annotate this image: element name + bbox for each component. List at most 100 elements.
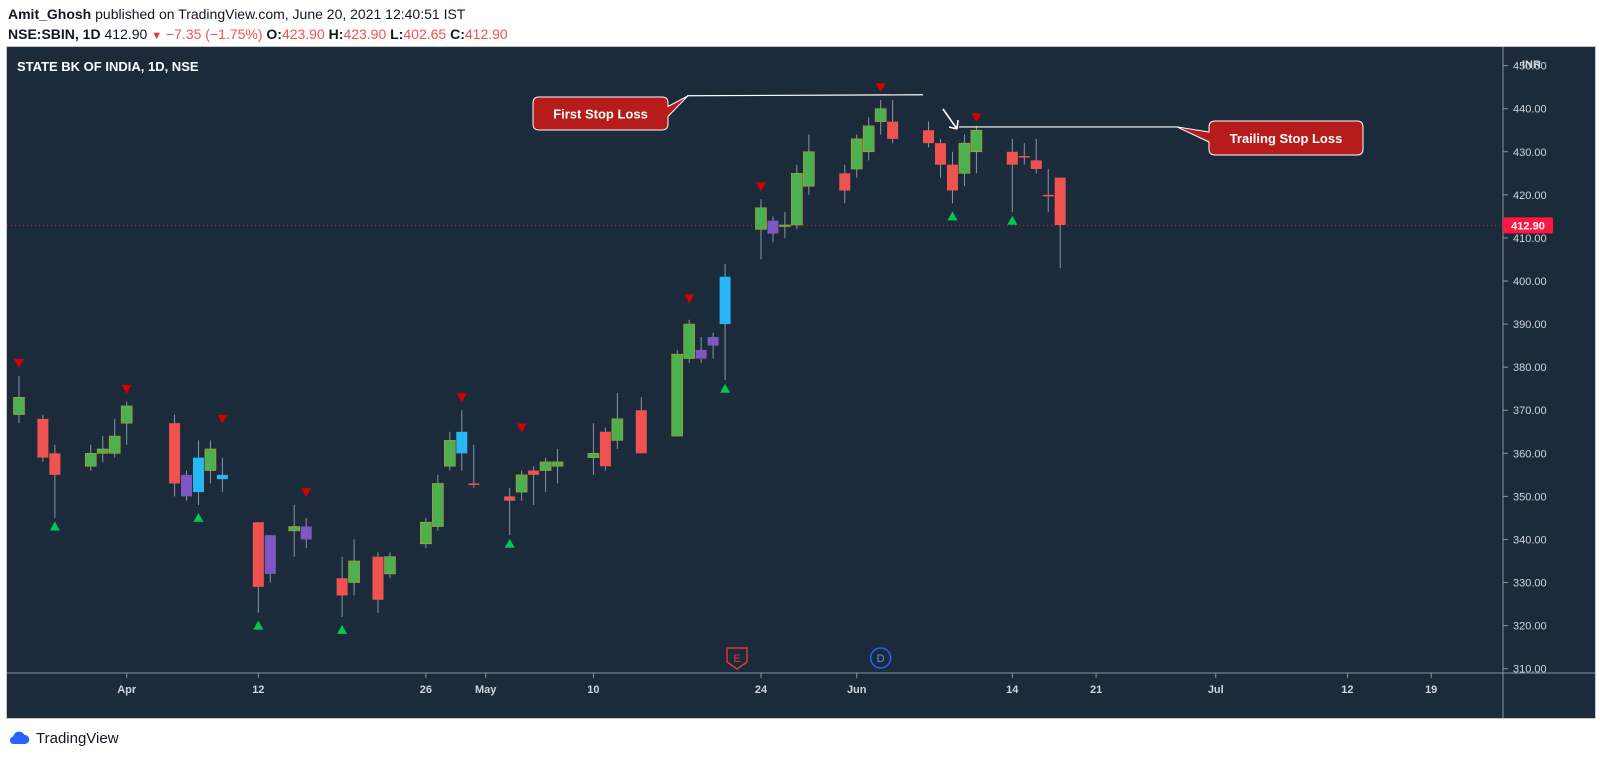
sell-signal-triangle [971, 113, 982, 123]
tradingview-brand[interactable]: TradingView [36, 730, 119, 747]
x-tick-label: May [475, 684, 497, 696]
y-tick-label: 350.00 [1513, 491, 1547, 503]
candle-body [946, 164, 958, 191]
y-tick-label: 390.00 [1513, 319, 1547, 331]
x-tick-label: 26 [420, 684, 432, 696]
candle-body [850, 138, 863, 170]
candle-body [970, 129, 983, 153]
candle-body [803, 151, 815, 187]
last-price-label: 412.90 [1511, 220, 1545, 232]
buy-signal-triangle [504, 538, 515, 548]
first-stop-loss-line [686, 94, 924, 97]
chart-title: STATE BK OF INDIA, 1D, NSE [17, 59, 199, 74]
annotation-layer: First Stop Loss Trailing Stop Loss [532, 94, 1364, 156]
candle-body [108, 435, 121, 454]
open-value: 423.90 [281, 26, 325, 42]
x-tick-label: 12 [1341, 684, 1353, 696]
trailing-stop-loss-label: Trailing Stop Loss [1230, 131, 1343, 146]
candle-body [528, 470, 540, 475]
candle-body [1018, 156, 1030, 158]
price-change: −7.35 (−1.75%) [165, 26, 263, 42]
sell-signal-triangle [516, 423, 527, 433]
candle-body [611, 418, 624, 441]
dividend-event-icon[interactable]: D [869, 647, 892, 669]
candle-body [874, 108, 887, 122]
candle-body [456, 431, 468, 454]
candle-body [539, 461, 552, 471]
x-tick-label: Jul [1208, 684, 1224, 696]
footer: TradingView [0, 720, 1600, 758]
buy-signal-triangle [1007, 215, 1018, 225]
candle-body [587, 453, 600, 458]
x-tick-label: 19 [1425, 684, 1437, 696]
candle-body [1054, 177, 1066, 225]
y-tick-label: 410.00 [1513, 233, 1547, 245]
candle-body [181, 474, 193, 497]
sell-signal-triangle [217, 414, 228, 424]
axis-layer: STATE BK OF INDIA, 1D, NSE INR 310.00 320… [7, 47, 1595, 718]
x-tick-label: Apr [117, 684, 137, 696]
published-text: published on TradingView.com, June 20, 2… [95, 6, 466, 22]
candle-body [1006, 151, 1018, 165]
sell-signal-triangle [13, 358, 24, 368]
close-label: C: [450, 26, 465, 42]
y-tick-label: 360.00 [1513, 448, 1547, 460]
y-tick-label: 310.00 [1513, 664, 1547, 676]
y-tick-label: 340.00 [1513, 534, 1547, 546]
last-price-tag: 412.90 [1503, 217, 1553, 234]
candle-body [839, 173, 851, 191]
candle-body [169, 423, 181, 484]
low-value: 402.65 [403, 26, 447, 42]
buy-signal-triangle [947, 211, 958, 221]
first-stop-loss-bubble [532, 95, 689, 131]
candle-body [468, 483, 480, 485]
candle-body [515, 474, 528, 493]
candle-body [671, 353, 684, 437]
first-stop-loss-callout[interactable]: First Stop Loss [532, 94, 924, 131]
y-tick-label: 320.00 [1513, 621, 1547, 633]
candle-body [635, 410, 647, 454]
low-label: L: [390, 26, 404, 42]
y-tick-label: 440.00 [1513, 104, 1547, 116]
earnings-event-icon[interactable]: E [726, 647, 748, 670]
x-tick-label: 21 [1090, 684, 1102, 696]
candle-body [791, 173, 803, 226]
candle-body [707, 337, 719, 346]
candle-body [120, 405, 133, 424]
candle-body [96, 448, 109, 454]
chart-header: Amit_Ghosh published on TradingView.com,… [0, 0, 1600, 44]
candle-body [683, 323, 695, 359]
trailing-stop-loss-callout[interactable]: Trailing Stop Loss [959, 120, 1364, 156]
high-value: 423.90 [343, 26, 387, 42]
ohlc-line: NSE:SBIN, 1D 412.90 ▼ −7.35 (−1.75%) O:4… [8, 26, 508, 42]
candle-body [767, 220, 779, 234]
symbol-label: NSE:SBIN, 1D [8, 26, 101, 42]
candle-body [923, 130, 935, 144]
candle-body [935, 143, 947, 165]
buy-signal-triangle [337, 624, 348, 634]
earnings-shield [726, 647, 748, 670]
open-label: O: [266, 26, 282, 42]
currency-label: INR [1522, 59, 1541, 71]
dividend-circle [869, 647, 892, 669]
author-name[interactable]: Amit_Ghosh [8, 6, 92, 22]
event-label: E [733, 653, 740, 665]
sell-signal-triangle [456, 393, 467, 403]
x-tick-label: Jun [847, 684, 867, 696]
down-triangle-icon: ▼ [151, 30, 163, 42]
close-value: 412.90 [464, 26, 508, 42]
candle-body [252, 522, 264, 587]
sell-signal-triangle [121, 384, 132, 394]
y-tick-label: 400.00 [1513, 276, 1547, 288]
buy-signal-triangle [49, 521, 60, 531]
x-tick-label: 12 [252, 684, 264, 696]
buy-signal-triangle [720, 383, 731, 393]
event-label: D [877, 653, 885, 665]
high-label: H: [328, 26, 344, 42]
candle-body [432, 483, 444, 527]
candle-body [204, 448, 217, 471]
candle-body [504, 496, 516, 501]
